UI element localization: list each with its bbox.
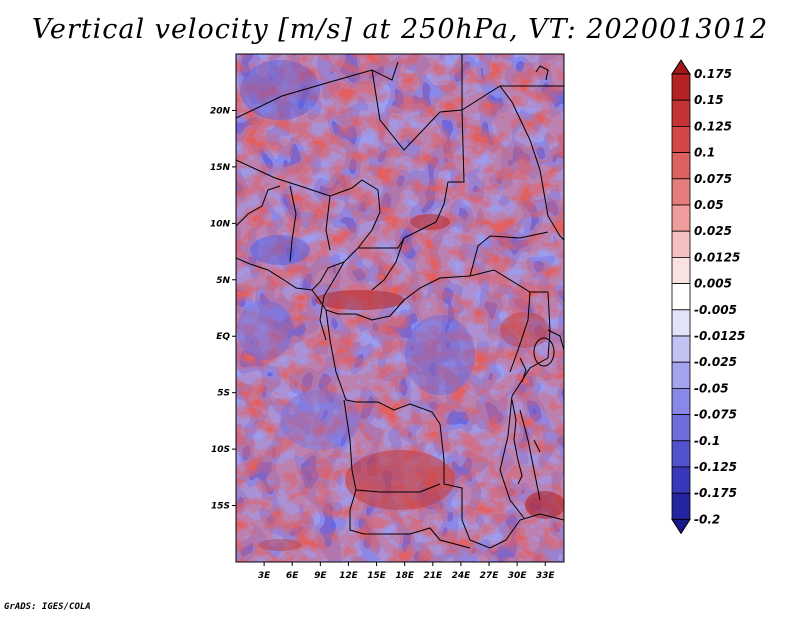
colorbar-label: 0.025 (694, 224, 732, 238)
lon-tick-label: 21E (423, 571, 443, 581)
colorbar-label: -0.2 (694, 512, 720, 526)
colorbar-swatch (671, 414, 691, 442)
lon-tick-label: 12E (339, 571, 359, 581)
lat-tick-label: EQ (216, 332, 230, 342)
colorbar-label: 0.0125 (694, 250, 740, 264)
country-borders (236, 54, 564, 549)
colorbar-swatch (671, 152, 691, 180)
colorbar-swatch (671, 126, 691, 154)
colorbar-swatch (671, 440, 691, 468)
longitude-axis: 3E 6E 9E 12E 15E 18E 21E 24E 27E 30E 33E (258, 562, 556, 581)
colorbar-label: -0.025 (694, 355, 737, 369)
lon-tick-label: 33E (536, 571, 556, 581)
colorbar: 0.175 0.15 0.125 0.1 0.075 0.05 0.025 0.0125 0.0… (671, 59, 745, 535)
lake-outlines (511, 337, 555, 485)
colorbar-label: 0.1 (694, 146, 715, 160)
lat-tick-label: 10S (211, 445, 230, 455)
colorbar-label: 0.075 (694, 172, 732, 186)
lon-tick-label: 9E (314, 571, 327, 581)
colorbar-label: -0.075 (694, 408, 737, 422)
colorbar-label: -0.05 (694, 381, 729, 395)
lon-tick-label: 24E (452, 571, 472, 581)
colorbar-swatch (671, 283, 691, 311)
lat-tick-label: 10N (210, 219, 231, 229)
lat-tick-label: 5S (217, 389, 230, 399)
colorbar-swatch (671, 492, 691, 520)
colorbar-bottom-arrow (671, 518, 691, 535)
colorbar-swatch (671, 466, 691, 494)
map-border (235, 53, 565, 563)
colorbar-label: 0.15 (694, 93, 724, 107)
velocity-field (236, 54, 564, 562)
colorbar-label: -0.0125 (694, 329, 745, 343)
lon-tick-label: 3E (258, 571, 271, 581)
lon-tick-label: 15E (367, 571, 387, 581)
lon-tick-label: 6E (286, 571, 299, 581)
lon-tick-label: 18E (395, 571, 415, 581)
latitude-axis: 20N 15N 10N 5N EQ 5S 10S 15S (210, 106, 236, 512)
colorbar-swatch (671, 230, 691, 258)
colorbar-label: -0.125 (694, 460, 737, 474)
colorbar-label: -0.005 (694, 303, 737, 317)
colorbar-label: 0.005 (694, 277, 732, 291)
lat-tick-label: 15N (210, 163, 231, 173)
colorbar-label: -0.175 (694, 486, 737, 500)
colorbar-swatch (671, 387, 691, 415)
lat-tick-label: 5N (216, 276, 230, 286)
colorbar-label: 0.05 (694, 198, 724, 212)
lon-tick-label: 30E (508, 571, 528, 581)
colorbar-label: 0.125 (694, 119, 732, 133)
colorbar-swatch (671, 99, 691, 127)
colorbar-swatch (671, 361, 691, 389)
colorbar-top-arrow (671, 59, 691, 75)
lon-tick-label: 27E (480, 571, 500, 581)
colorbar-swatch (671, 178, 691, 206)
colorbar-label: -0.1 (694, 434, 720, 448)
colorbar-swatch (671, 204, 691, 232)
colorbar-swatch (671, 309, 691, 337)
colorbar-label: 0.175 (694, 67, 732, 81)
lat-tick-label: 20N (210, 106, 231, 116)
colorbar-swatch (671, 73, 691, 101)
colorbar-swatch (671, 335, 691, 363)
chart-title: Vertical velocity [m/s] at 250hPa, VT: 2… (31, 14, 769, 45)
grads-credit: GrADS: IGES/COLA (4, 602, 91, 612)
lat-tick-label: 15S (211, 502, 230, 512)
colorbar-swatch (671, 256, 691, 284)
